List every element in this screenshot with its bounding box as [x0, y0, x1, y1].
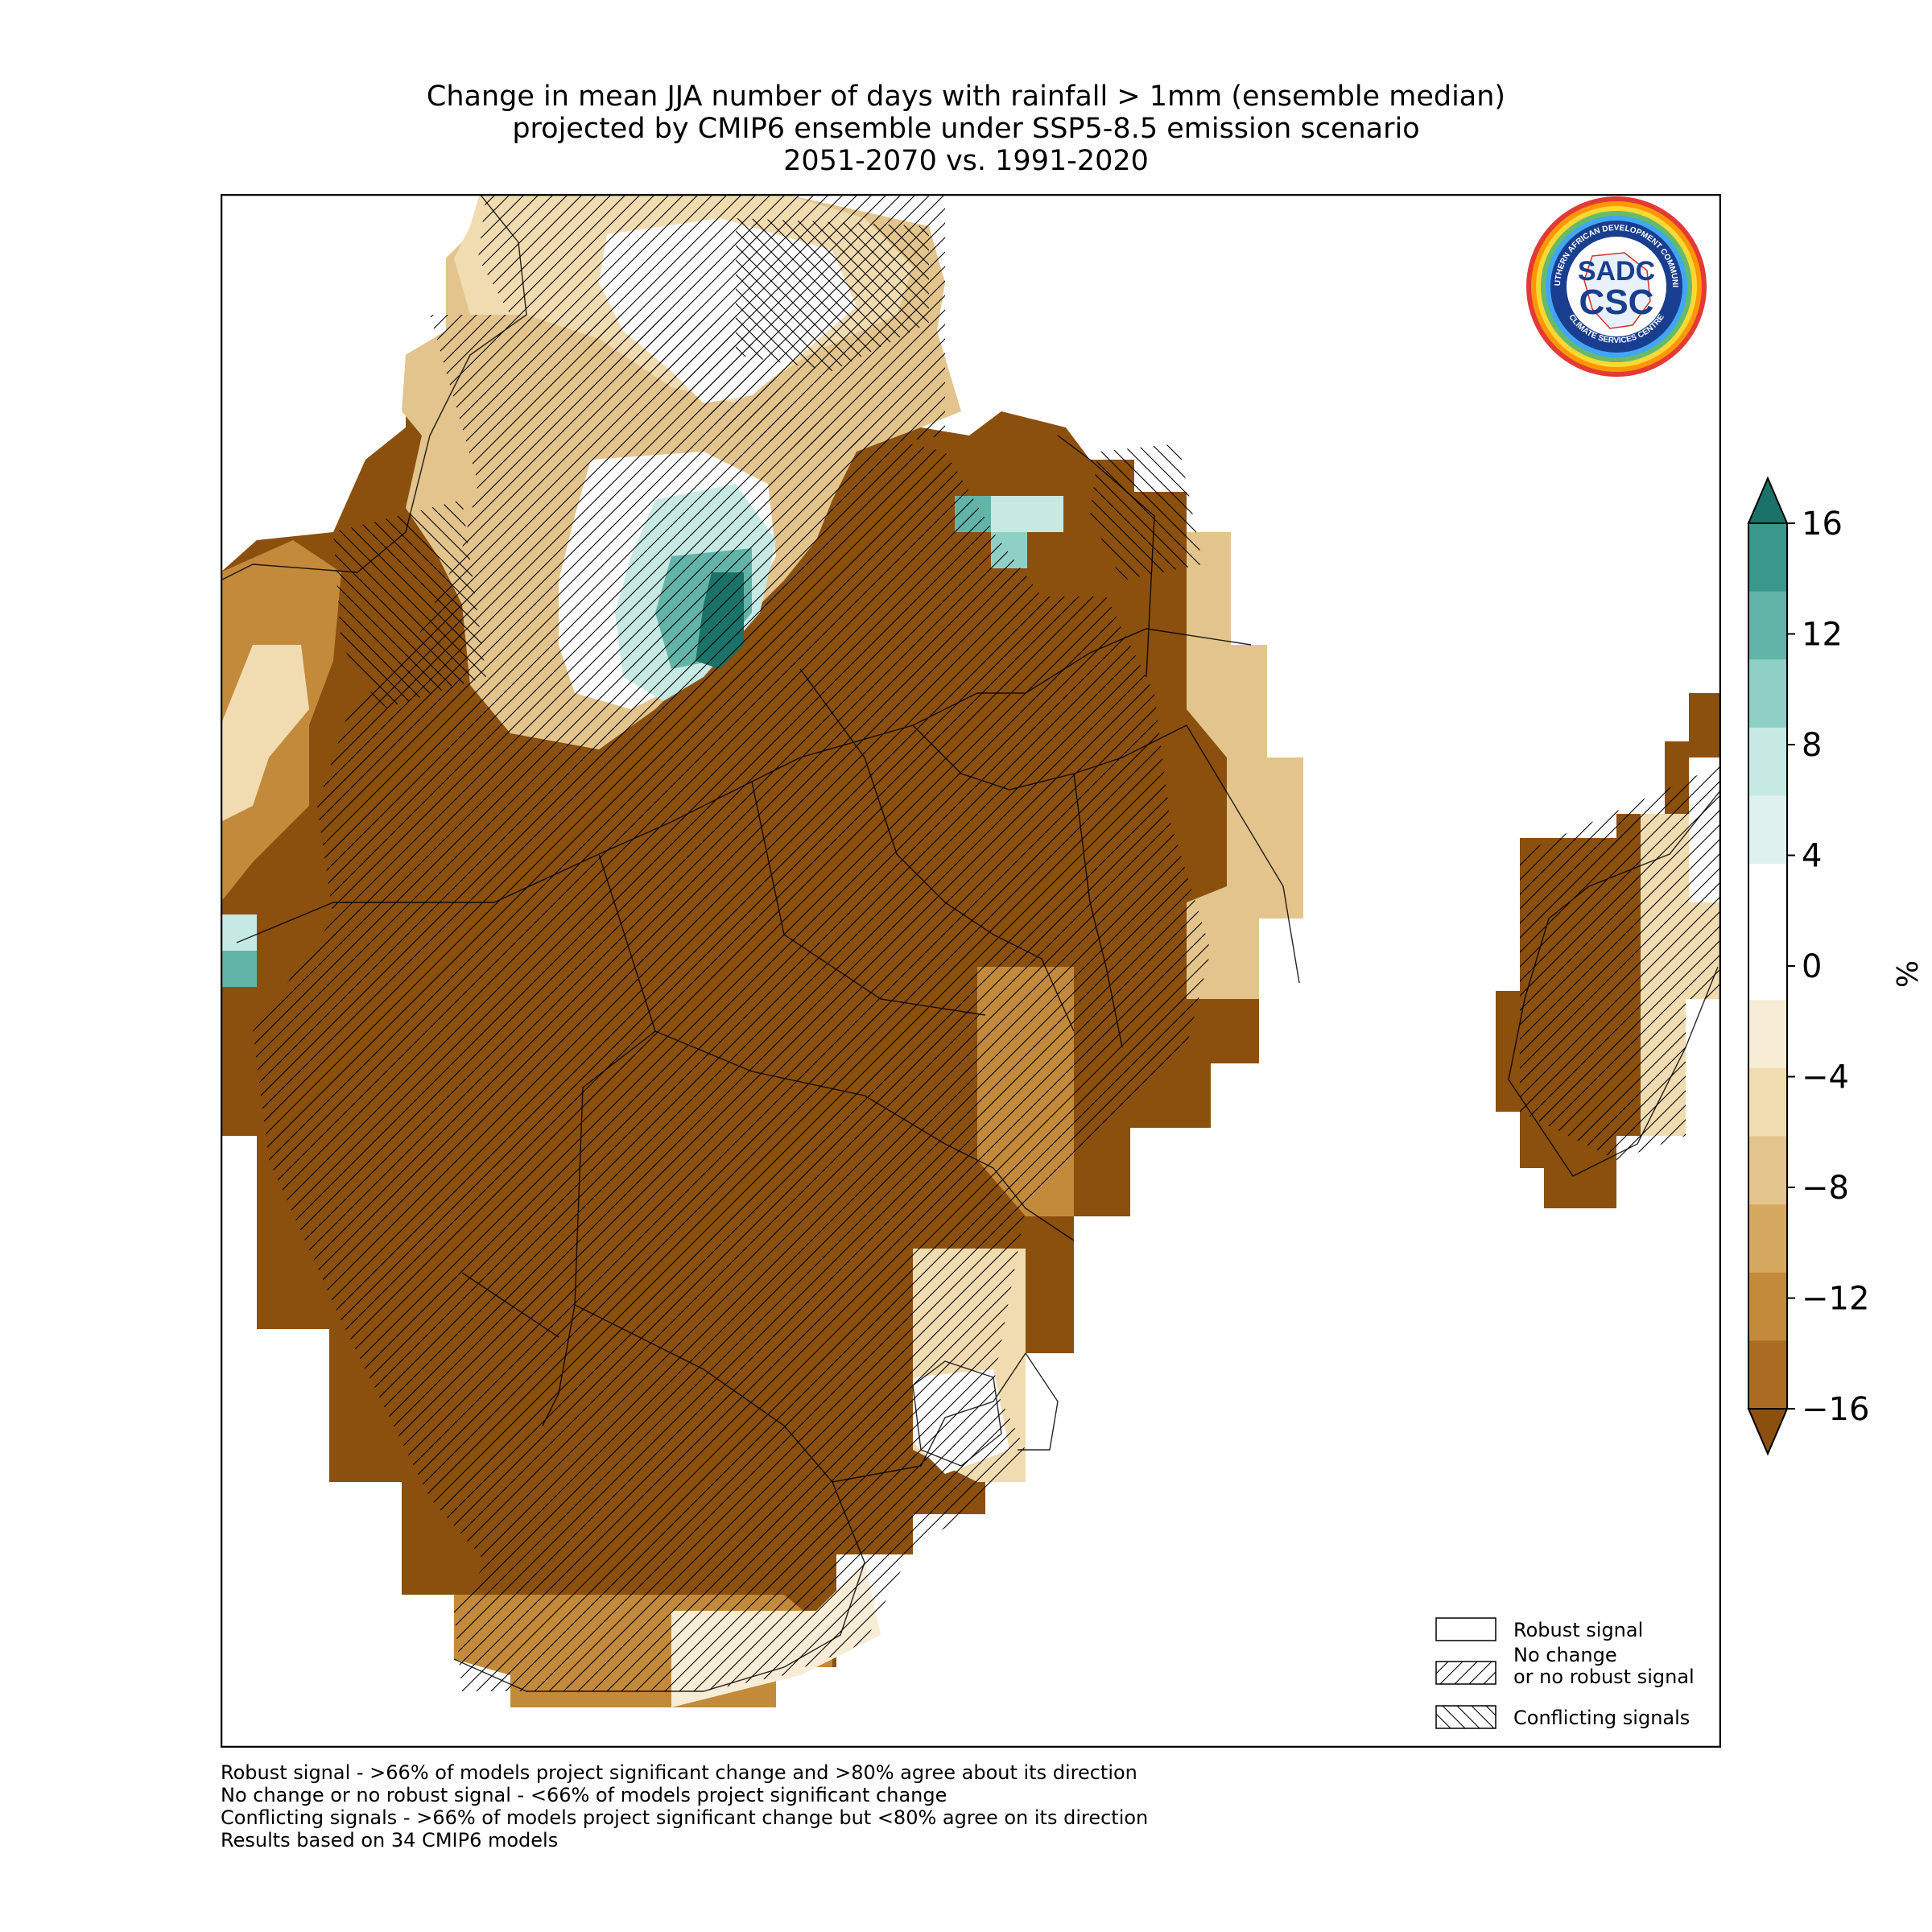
- legend-label-conflicting: Conflicting signals: [1513, 1707, 1690, 1729]
- legend-label-nochange-2: or no robust signal: [1513, 1666, 1695, 1688]
- colorbar-tick-label: 8: [1802, 727, 1822, 764]
- colorbar-extend-bottom: [1747, 1408, 1789, 1456]
- hatch-no-robust-mainland: [253, 315, 1211, 1691]
- colorbar-ticks: 16 12 8 4 0 −4 −8 −12 −16: [1787, 506, 1869, 1428]
- west-teal-cell-1: [221, 914, 257, 951]
- title-line-3: 2051-2070 vs. 1991-2020: [783, 145, 1149, 177]
- hatch-legend: Robust signal No change or no robust sig…: [1435, 1617, 1695, 1729]
- colorbar-block: [1748, 727, 1787, 796]
- colorbar-tick-label: 0: [1802, 948, 1822, 985]
- hatch-madagascar: [1520, 764, 1721, 1160]
- colorbar-block: [1748, 1136, 1787, 1205]
- colorbar-block: [1748, 1272, 1787, 1341]
- footnote-conflicting: Conflicting signals - >66% of models pro…: [221, 1806, 1149, 1829]
- map-panel: SADC CSC SOUTHERN AFRICAN DEVELOPMENT CO…: [221, 194, 1721, 1748]
- sadc-csc-logo: SADC CSC SOUTHERN AFRICAN DEVELOPMENT CO…: [1526, 196, 1707, 377]
- legend-swatch-conflicting: [1435, 1705, 1496, 1729]
- legend-label-nochange-1: No change: [1513, 1644, 1617, 1666]
- colorbar-tick-label: −8: [1802, 1170, 1849, 1207]
- west-teal-cell-2: [221, 951, 257, 987]
- title-line-2: projected by CMIP6 ensemble under SSP5-8…: [512, 113, 1420, 145]
- hatch-conflicting-north: [736, 218, 929, 371]
- hatch-conflicting-ne: [1090, 444, 1203, 580]
- logo-csc-text: CSC: [1579, 283, 1654, 322]
- colorbar-block: [1748, 795, 1787, 865]
- colorbar-block: [1748, 931, 1787, 1001]
- title-line-1: Change in mean JJA number of days with r…: [426, 80, 1506, 113]
- west-coast-light: [221, 645, 309, 822]
- colorbar-extend-top: [1747, 476, 1789, 524]
- colorbar-tick-label: −12: [1802, 1281, 1869, 1318]
- hatch-conflicting-nw: [333, 500, 486, 709]
- colorbar-blocks: [1747, 476, 1789, 1456]
- east-coast-tan: [1187, 532, 1303, 999]
- footnote-robust: Robust signal - >66% of models project s…: [221, 1761, 1137, 1784]
- footnote-nochange: No change or no robust signal - <66% of …: [221, 1784, 947, 1806]
- colorbar: 16 12 8 4 0 −4 −8 −12 −16 %: [1747, 476, 1925, 1456]
- colorbar-tick-label: 12: [1802, 617, 1843, 654]
- east-teal-cell-2: [991, 496, 1063, 532]
- colorbar-tick-label: −4: [1802, 1059, 1849, 1096]
- colorbar-unit-label: %: [1892, 960, 1925, 988]
- colorbar-block: [1748, 1000, 1787, 1069]
- colorbar-block: [1748, 1340, 1787, 1410]
- logo-sadc-text: SADC: [1578, 256, 1655, 287]
- colorbar-tick-label: 16: [1802, 506, 1843, 543]
- colorbar-block: [1748, 591, 1787, 660]
- colorbar-block: [1748, 1067, 1787, 1137]
- colorbar-tick-label: 4: [1802, 838, 1822, 875]
- colorbar-tick-label: −16: [1802, 1391, 1869, 1428]
- colorbar-block: [1748, 1204, 1787, 1274]
- legend-swatch-nochange: [1435, 1661, 1496, 1685]
- colorbar-block: [1748, 523, 1787, 592]
- footnote-models: Results based on 34 CMIP6 models: [221, 1829, 559, 1852]
- legend-swatch-robust: [1435, 1617, 1496, 1641]
- map-border: [221, 194, 1721, 1748]
- legend-label-robust: Robust signal: [1513, 1619, 1643, 1641]
- colorbar-block: [1748, 659, 1787, 729]
- colorbar-block: [1748, 864, 1787, 933]
- country-borders: [221, 194, 1721, 1692]
